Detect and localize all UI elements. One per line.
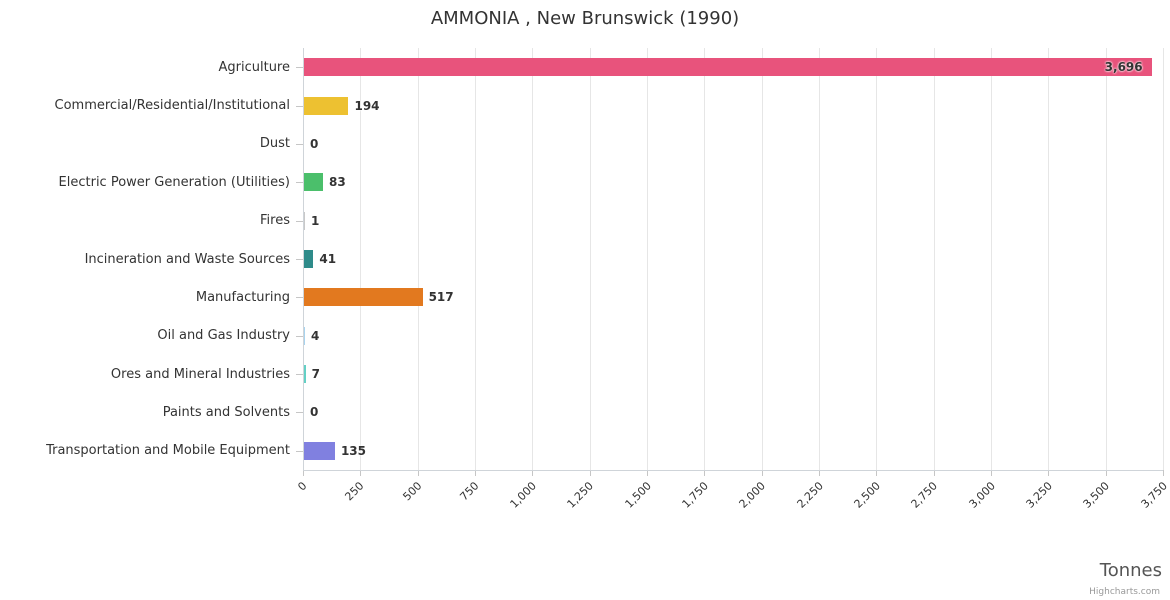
x-axis-tick [1163,470,1164,476]
y-axis-tick [296,450,303,452]
value-label: 135 [340,443,367,458]
category-label: Fires [260,213,290,229]
x-axis-title: Tonnes [1099,560,1162,581]
y-axis-tick [296,143,303,145]
value-label: 4 [311,328,320,343]
y-axis-tick [296,335,303,337]
category-label: Incineration and Waste Sources [84,251,290,267]
credits: Highcharts.com [1089,587,1160,597]
x-axis-tick-label: 1,750 [679,479,711,511]
bar[interactable] [304,288,423,307]
x-axis-tick-label: 1,500 [622,479,654,511]
value-label: 83 [329,175,346,190]
x-axis-tick-label: 3,000 [966,479,998,511]
grid-line [933,48,935,470]
x-axis-tick [991,470,992,476]
category-label: Dust [259,136,290,152]
grid-line [647,48,648,470]
bar[interactable] [304,365,306,384]
bar[interactable] [304,96,349,115]
grid-line [1105,48,1107,470]
bar[interactable] [304,211,305,230]
x-axis-tick [417,470,419,476]
y-axis-tick [296,67,303,69]
x-axis-tick-label: 1,000 [507,479,539,511]
x-axis-tick [761,470,763,476]
bar[interactable] [304,173,324,192]
value-label: 41 [319,252,337,266]
chart-title: AMMONIA , New Brunswick (1990) [430,8,740,29]
category-label: Paints and Solvents [162,404,290,420]
grid-line [589,48,591,470]
x-axis-tick-label: 1,250 [564,479,597,511]
x-axis-tick-label: 3,750 [1138,479,1170,511]
category-label: Ores and Mineral Industries [110,366,290,382]
category-label: Agriculture [218,59,291,75]
y-axis-tick [296,374,303,376]
x-axis-tick-label: 3,500 [1080,479,1113,511]
value-label: 0 [310,405,319,420]
value-label: 3,696 [1104,60,1143,75]
value-label: 1 [311,213,320,228]
x-axis-tick-label: 0 [295,479,310,494]
x-axis-tick [819,470,820,476]
x-axis-tick-label: 500 [400,479,425,504]
y-axis-tick [296,259,303,260]
grid-line [819,48,820,470]
y-axis-tick [296,297,303,299]
x-axis-tick [933,470,935,476]
category-label: Manufacturing [195,289,290,305]
x-axis-tick [647,470,648,476]
x-axis-tick [303,470,304,476]
y-axis-tick [296,182,303,184]
category-label: Commercial/Residential/Institutional [54,98,291,114]
x-axis-tick [1105,470,1107,476]
grid-line [761,48,763,470]
y-axis-line [303,48,304,470]
x-axis-tick-label: 2,500 [851,479,883,511]
grid-line [532,48,534,470]
category-label: Transportation and Mobile Equipment [46,443,290,459]
grid-line [417,48,419,470]
grid-line [991,48,992,470]
grid-line [1163,48,1164,470]
bar[interactable] [304,441,335,460]
x-axis-tick-label: 750 [457,479,482,504]
bar[interactable] [304,58,1152,77]
x-axis-tick [589,470,591,476]
category-label: Oil and Gas Industry [157,328,290,344]
bar[interactable] [304,326,305,345]
x-axis-tick-label: 2,000 [736,479,769,511]
value-label: 517 [428,290,454,305]
x-axis-tick-label: 250 [342,479,367,504]
category-label: Electric Power Generation (Utilities) [58,174,290,190]
grid-line [475,48,476,470]
x-axis-tick-label: 2,250 [794,479,826,511]
x-axis-tick [360,470,362,476]
x-axis-tick-label: 2,750 [908,479,941,511]
value-label: 0 [310,136,319,151]
y-axis-tick [296,220,303,222]
bar[interactable] [304,250,314,268]
value-label: 194 [354,98,380,113]
x-axis-tick [704,470,706,476]
x-axis-tick-label: 3,250 [1023,479,1055,511]
x-axis-tick [1048,470,1050,476]
x-axis-tick [475,470,476,476]
y-axis-tick [296,412,303,414]
grid-line [1048,48,1050,470]
value-label: 7 [311,367,320,382]
y-axis-tick [296,105,303,107]
grid-line [360,48,362,470]
x-axis-tick [532,470,534,476]
x-axis-tick [876,470,878,476]
x-axis-line [303,470,1163,471]
grid-line [704,48,706,470]
grid-line [876,48,878,470]
